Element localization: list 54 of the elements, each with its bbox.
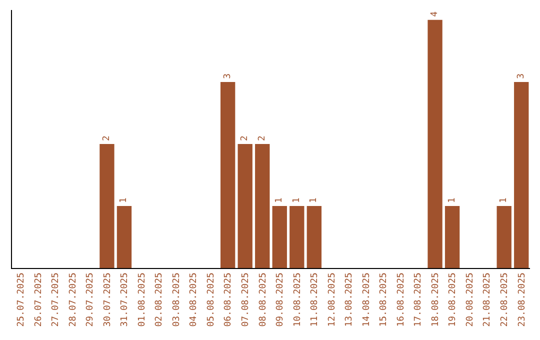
data-label: 3 [516,74,526,79]
data-label: 1 [119,198,130,203]
x-tick-label: 14.08.2025 [362,272,372,327]
bar [428,20,442,268]
data-label: 1 [309,198,320,203]
x-tick-label: 09.08.2025 [276,272,286,327]
x-tick-label: 22.08.2025 [500,272,510,327]
bar [306,206,322,268]
bar [272,206,287,268]
x-tick-label: 23.08.2025 [517,272,528,327]
x-tick-label: 13.08.2025 [344,272,355,327]
x-tick-label: 04.08.2025 [189,272,200,327]
x-tick-label: 30.07.2025 [102,272,113,327]
x-tick-label: 06.08.2025 [224,272,234,327]
x-tick-label: 31.07.2025 [120,272,130,327]
data-label: 1 [499,198,510,203]
bar [496,206,512,268]
data-label: 2 [102,136,112,141]
x-tick-label: 19.08.2025 [448,272,458,327]
x-tick-label: 20.08.2025 [465,272,476,327]
bar [238,144,252,268]
x-tick-label: 26.07.2025 [34,272,44,327]
x-tick-label: 07.08.2025 [241,272,252,327]
x-tick-label: 18.08.2025 [430,272,441,327]
data-label: 3 [222,74,233,79]
data-label: 2 [257,136,268,141]
data-label: 4 [430,12,440,17]
x-tick-label: 01.08.2025 [137,272,148,327]
x-tick-label: 02.08.2025 [154,272,165,327]
bar [100,144,114,268]
x-tick-label: 11.08.2025 [310,272,320,327]
x-tick-label: 03.08.2025 [172,272,182,327]
x-tick-label: 25.07.2025 [16,272,27,327]
bar [444,206,460,268]
x-tick-label: 15.08.2025 [379,272,390,327]
x-tick-label: 12.08.2025 [327,272,338,327]
x-tick-label: 17.08.2025 [414,272,424,327]
x-tick-label: 29.07.2025 [86,272,96,327]
x-tick-label: 16.08.2025 [396,272,406,327]
bar [255,144,270,268]
x-tick-label: 28.07.2025 [68,272,78,327]
x-tick-label: 10.08.2025 [292,272,303,327]
bar [220,82,236,268]
bar [290,206,304,268]
bar [514,82,529,268]
data-label: 1 [274,198,285,203]
data-label: 1 [292,198,302,203]
data-label: 2 [240,136,250,141]
x-tick-label: 27.07.2025 [51,272,62,327]
x-tick-label: 05.08.2025 [206,272,216,327]
x-tick-label: 08.08.2025 [258,272,268,327]
bar [116,206,132,268]
data-label: 1 [447,198,458,203]
x-tick-label: 21.08.2025 [482,272,493,327]
